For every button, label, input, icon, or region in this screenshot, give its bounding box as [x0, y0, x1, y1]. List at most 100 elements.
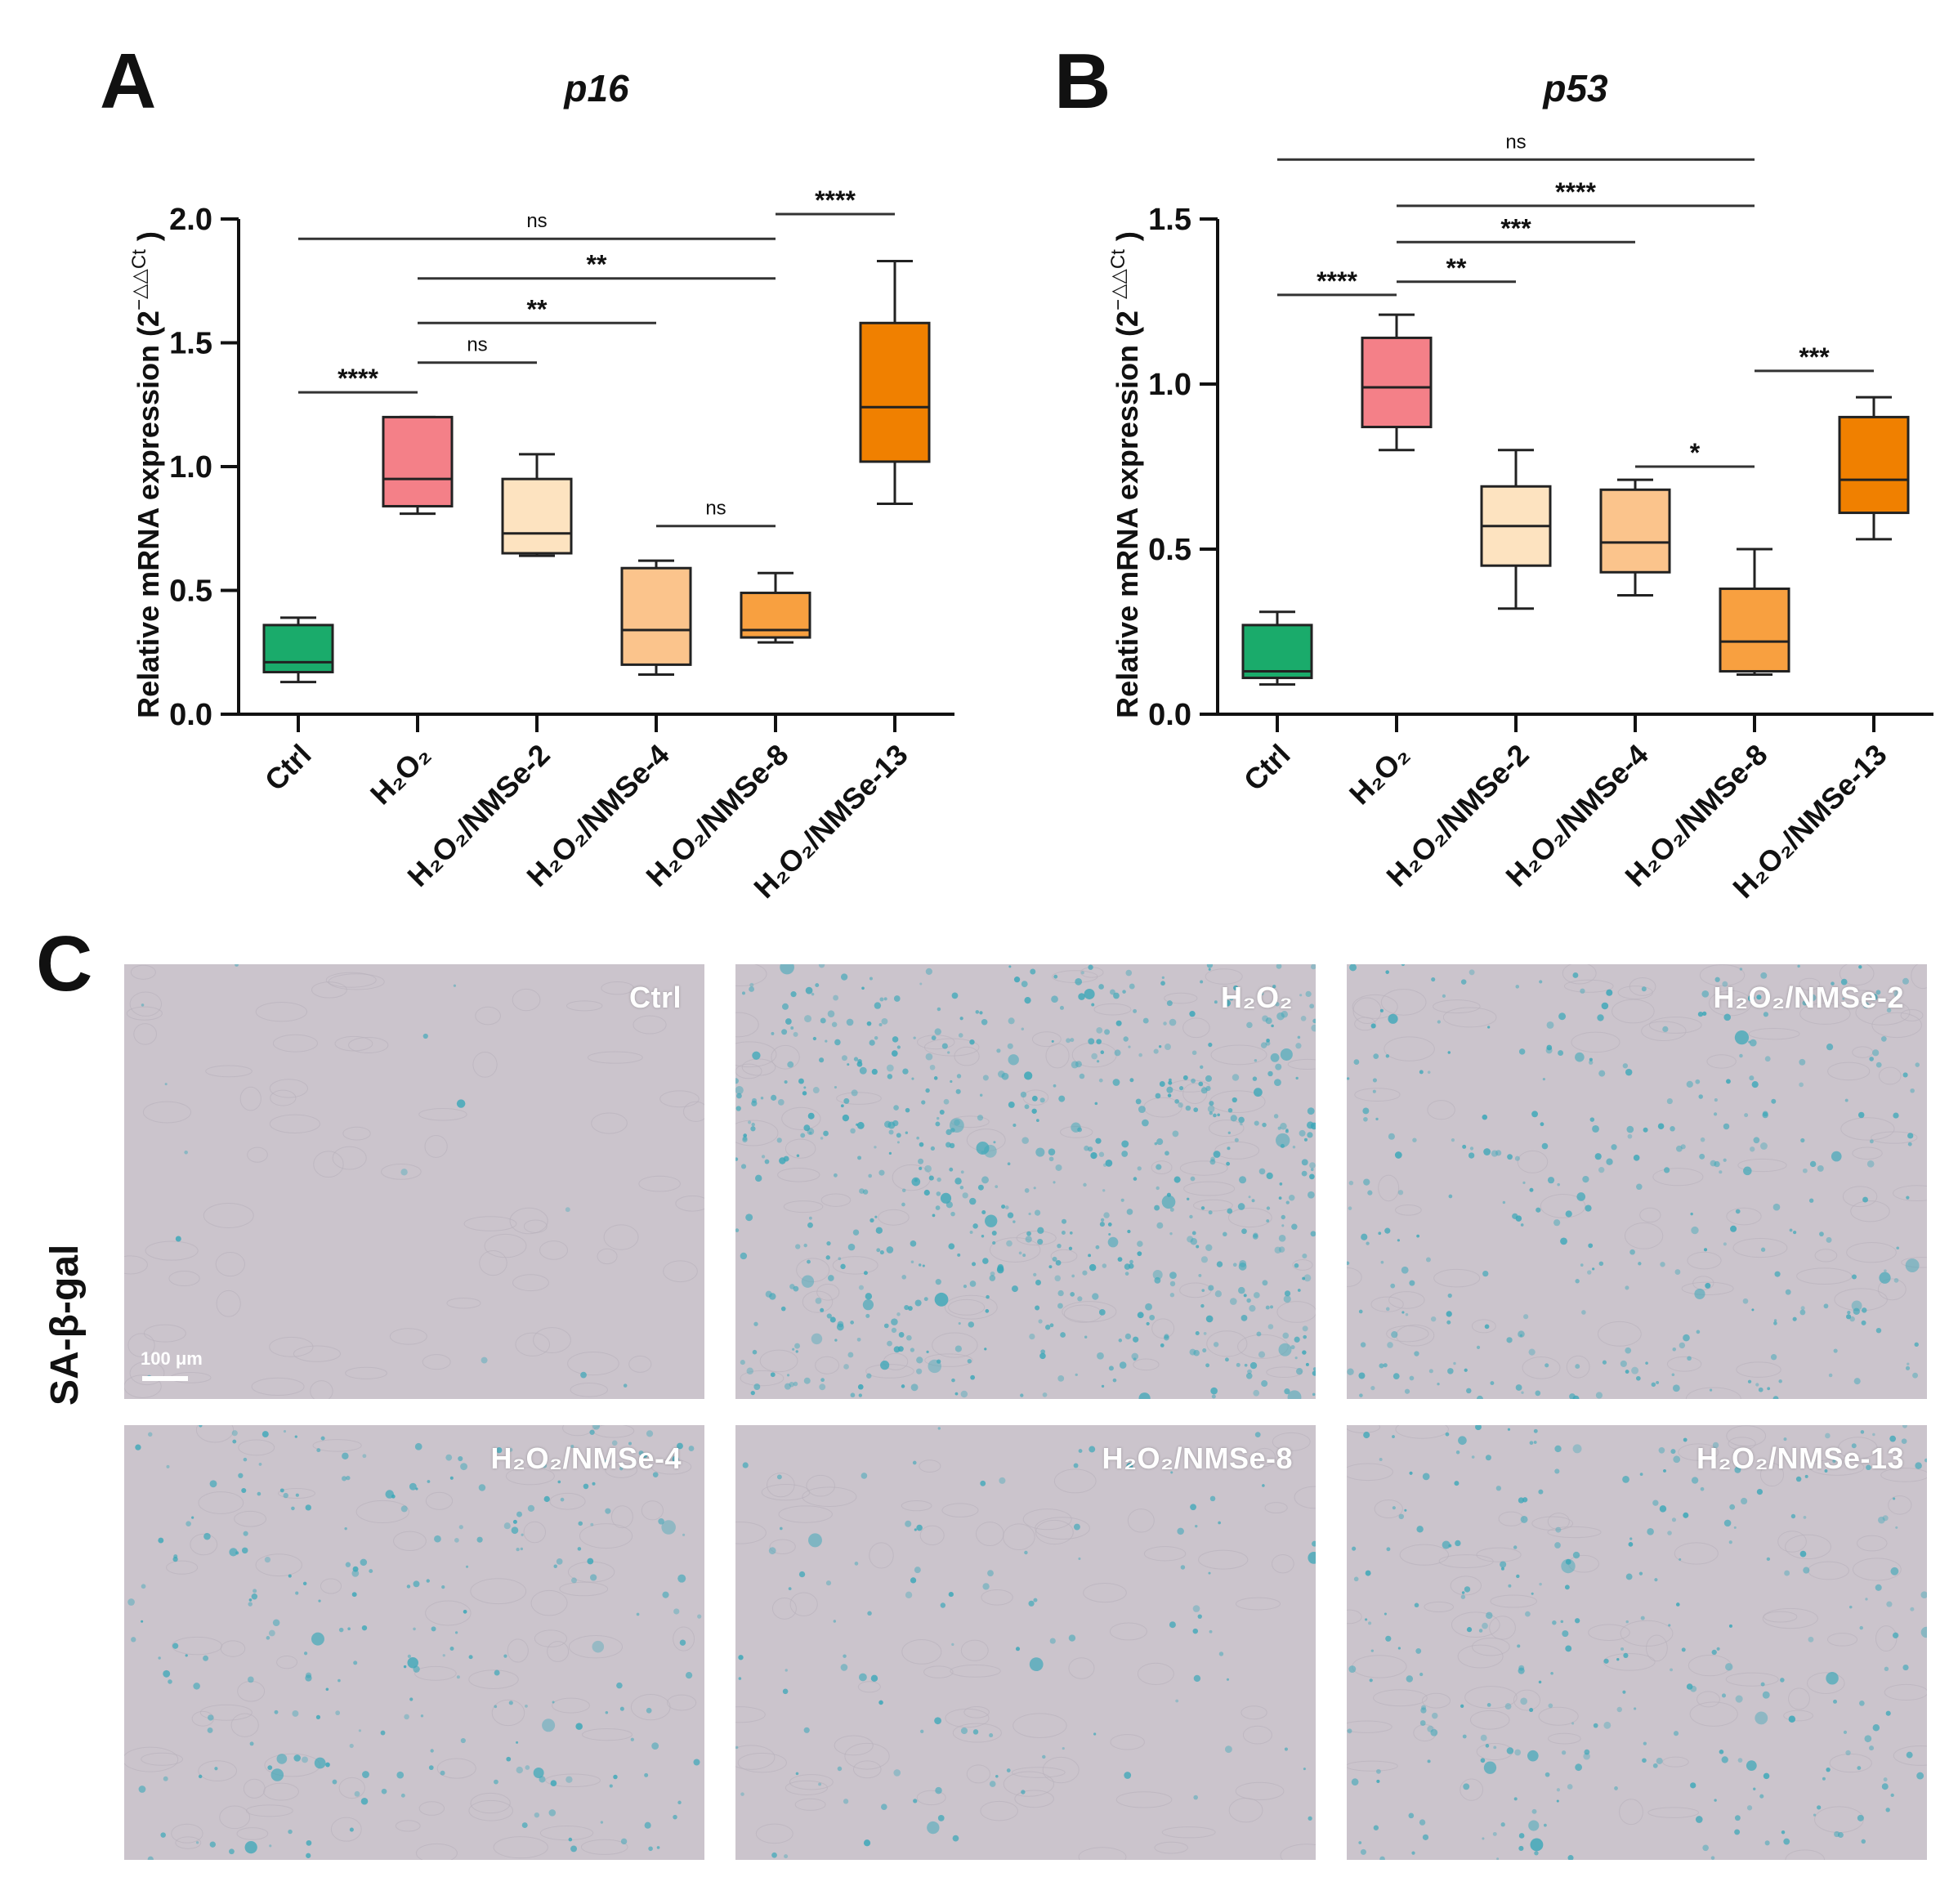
sa-beta-gal-stain-spot [476, 1536, 483, 1543]
sa-beta-gal-stain-spot [989, 1781, 996, 1787]
sa-beta-gal-stain-spot [550, 1780, 557, 1787]
sa-beta-gal-stain-spot [1190, 1176, 1196, 1182]
cell-outline [219, 1805, 251, 1830]
sa-beta-gal-stain-spot [823, 1130, 829, 1137]
sa-beta-gal-stain-spot [458, 1455, 463, 1462]
sa-beta-gal-stain-spot [427, 1480, 431, 1483]
sa-beta-gal-stain-spot [1178, 1102, 1183, 1108]
sa-beta-gal-stain-spot [1627, 1133, 1633, 1139]
sa-beta-gal-stain-spot [1347, 1368, 1354, 1375]
cell-outline [141, 1752, 184, 1766]
sa-beta-gal-stain-spot [976, 1141, 990, 1155]
sa-beta-gal-stain-spot [1528, 1820, 1540, 1831]
sa-beta-gal-stain-spot [1243, 1294, 1247, 1298]
cell-outline [1762, 1607, 1818, 1629]
sa-beta-gal-stain-spot [267, 1765, 273, 1770]
sa-beta-gal-stain-spot [1082, 1270, 1088, 1276]
significance-label: * [1690, 438, 1701, 467]
sa-beta-gal-stain-spot [933, 1076, 938, 1080]
cell-outline [1161, 1826, 1216, 1839]
sa-beta-gal-stain-spot [1743, 1166, 1752, 1176]
cell-outline [789, 1774, 834, 1790]
sa-beta-gal-stain-spot [1408, 1812, 1415, 1819]
sa-beta-gal-stain-spot [1482, 1114, 1488, 1120]
cell-outline [1814, 1249, 1838, 1263]
sa-beta-gal-stain-spot [901, 1188, 906, 1193]
sa-beta-gal-stain-spot [918, 1263, 922, 1267]
sa-beta-gal-stain-spot [1686, 1683, 1693, 1690]
cell-outline [1083, 1583, 1127, 1603]
sa-beta-gal-stain-spot [866, 1373, 872, 1379]
sa-beta-gal-stain-spot [959, 1185, 964, 1190]
sa-beta-gal-stain-spot [1092, 1293, 1099, 1300]
sa-beta-gal-stain-spot [1363, 1432, 1370, 1439]
sa-beta-gal-stain-spot [1905, 1365, 1911, 1370]
cell-outline [547, 1641, 570, 1662]
sa-beta-gal-stain-spot [1118, 1339, 1123, 1343]
sa-beta-gal-stain-spot [1749, 1075, 1755, 1081]
sa-beta-gal-stain-spot [983, 1144, 997, 1158]
sa-beta-gal-stain-spot [164, 1083, 168, 1086]
sa-beta-gal-stain-spot [1347, 1728, 1352, 1734]
cell-outline [539, 1825, 594, 1841]
sa-beta-gal-stain-spot [1733, 1526, 1737, 1529]
sa-beta-gal-stain-spot [1100, 1218, 1105, 1222]
sa-beta-gal-stain-spot [1625, 1620, 1629, 1624]
sa-beta-gal-stain-spot [771, 1094, 777, 1101]
sa-beta-gal-stain-spot [911, 1077, 914, 1080]
sa-beta-gal-stain-spot [1642, 1758, 1647, 1763]
sa-beta-gal-stain-spot [1885, 1710, 1891, 1716]
sa-beta-gal-stain-spot [1211, 1394, 1216, 1399]
sa-beta-gal-stain-spot [960, 1390, 968, 1398]
sa-beta-gal-stain-spot [1760, 1247, 1766, 1252]
cell-outline [468, 1799, 513, 1821]
sa-beta-gal-stain-spot [1280, 1123, 1287, 1130]
cell-outline [1182, 1017, 1210, 1039]
sa-beta-gal-stain-spot [1569, 1393, 1576, 1399]
micrograph-background [735, 1425, 1316, 1860]
sa-beta-gal-stain-spot [1388, 1013, 1398, 1024]
sa-beta-gal-stain-spot [1795, 1476, 1802, 1482]
cell-outline [1522, 1356, 1561, 1379]
sa-beta-gal-stain-spot [358, 1729, 362, 1732]
cell-outline [1834, 1288, 1888, 1312]
sa-beta-gal-stain-spot [1281, 1214, 1285, 1220]
sa-beta-gal-stain-spot [646, 1430, 654, 1437]
sa-beta-gal-stain-spot [847, 1063, 850, 1066]
sa-beta-gal-stain-spot [1197, 1614, 1202, 1619]
sa-beta-gal-stain-spot [1793, 1231, 1797, 1235]
sa-beta-gal-stain-spot [856, 1121, 865, 1129]
sa-beta-gal-stain-spot [1469, 1146, 1474, 1151]
y-tick-label: 1.0 [1148, 368, 1191, 402]
sa-beta-gal-stain-spot [1561, 1750, 1567, 1755]
cell-outline [1489, 1616, 1516, 1640]
sa-beta-gal-stain-spot [820, 1137, 824, 1140]
sa-beta-gal-stain-spot [931, 1035, 937, 1040]
sa-beta-gal-stain-spot [1115, 1020, 1122, 1026]
cell-outline [924, 1353, 973, 1367]
sa-beta-gal-stain-spot [175, 1236, 181, 1242]
cell-outline [865, 1364, 914, 1379]
cell-outline [422, 1354, 451, 1370]
sa-beta-gal-stain-spot [305, 1674, 312, 1682]
sa-beta-gal-stain-spot [1666, 1097, 1673, 1105]
sa-beta-gal-stain-spot [1755, 1383, 1759, 1387]
cell-outline [1198, 1549, 1249, 1570]
sa-beta-gal-stain-spot [1817, 1805, 1822, 1810]
sa-beta-gal-stain-spot [871, 1068, 878, 1075]
sa-beta-gal-stain-spot [534, 1812, 540, 1818]
sa-beta-gal-stain-spot [893, 1346, 901, 1353]
sa-beta-gal-stain-spot [1767, 1387, 1771, 1391]
cell-outline [1035, 1519, 1074, 1545]
cell-outline [989, 1237, 1041, 1263]
sa-beta-gal-stain-spot [776, 1474, 782, 1480]
cell-outline [1783, 1710, 1813, 1722]
sa-beta-gal-stain-spot [1636, 1183, 1643, 1191]
sa-beta-gal-stain-spot [1872, 1049, 1880, 1057]
sa-beta-gal-stain-spot [1893, 1497, 1896, 1500]
sa-beta-gal-stain-spot [697, 1614, 702, 1619]
sa-beta-gal-stain-spot [1554, 1542, 1561, 1549]
sa-beta-gal-stain-spot [1369, 1678, 1373, 1683]
cell-outline [166, 1560, 199, 1575]
sa-beta-gal-stain-spot [1348, 1180, 1354, 1186]
